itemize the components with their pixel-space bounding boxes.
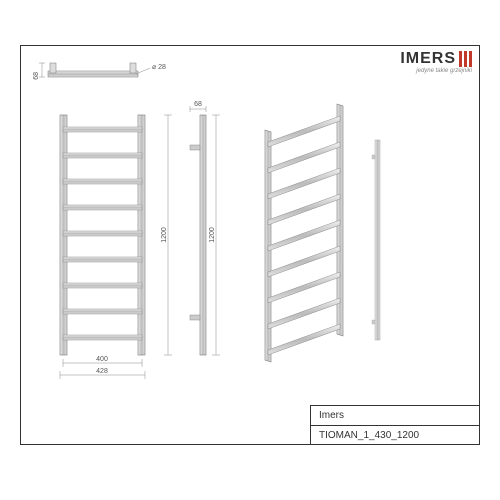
top-view: 68 ⌀ 28 <box>33 63 166 80</box>
dim-front-inner-width: 400 <box>96 356 108 363</box>
front-rungs <box>63 127 142 340</box>
iso-rungs <box>268 116 340 355</box>
dim-front-height: 1200 <box>161 227 168 243</box>
iso-view <box>265 104 380 362</box>
front-view: 400 428 <box>60 115 145 379</box>
dim-front-outer-width: 428 <box>96 368 108 375</box>
technical-drawing: 68 ⌀ 28 400 428 <box>20 45 480 445</box>
side-view: 68 1200 <box>190 101 220 355</box>
dim-top-diameter: ⌀ 28 <box>152 64 166 71</box>
dim-top-height: 68 <box>33 72 40 80</box>
front-height-dim: 1200 <box>161 115 172 355</box>
dim-side-height: 1200 <box>209 227 216 243</box>
dim-side-depth: 68 <box>194 101 202 108</box>
